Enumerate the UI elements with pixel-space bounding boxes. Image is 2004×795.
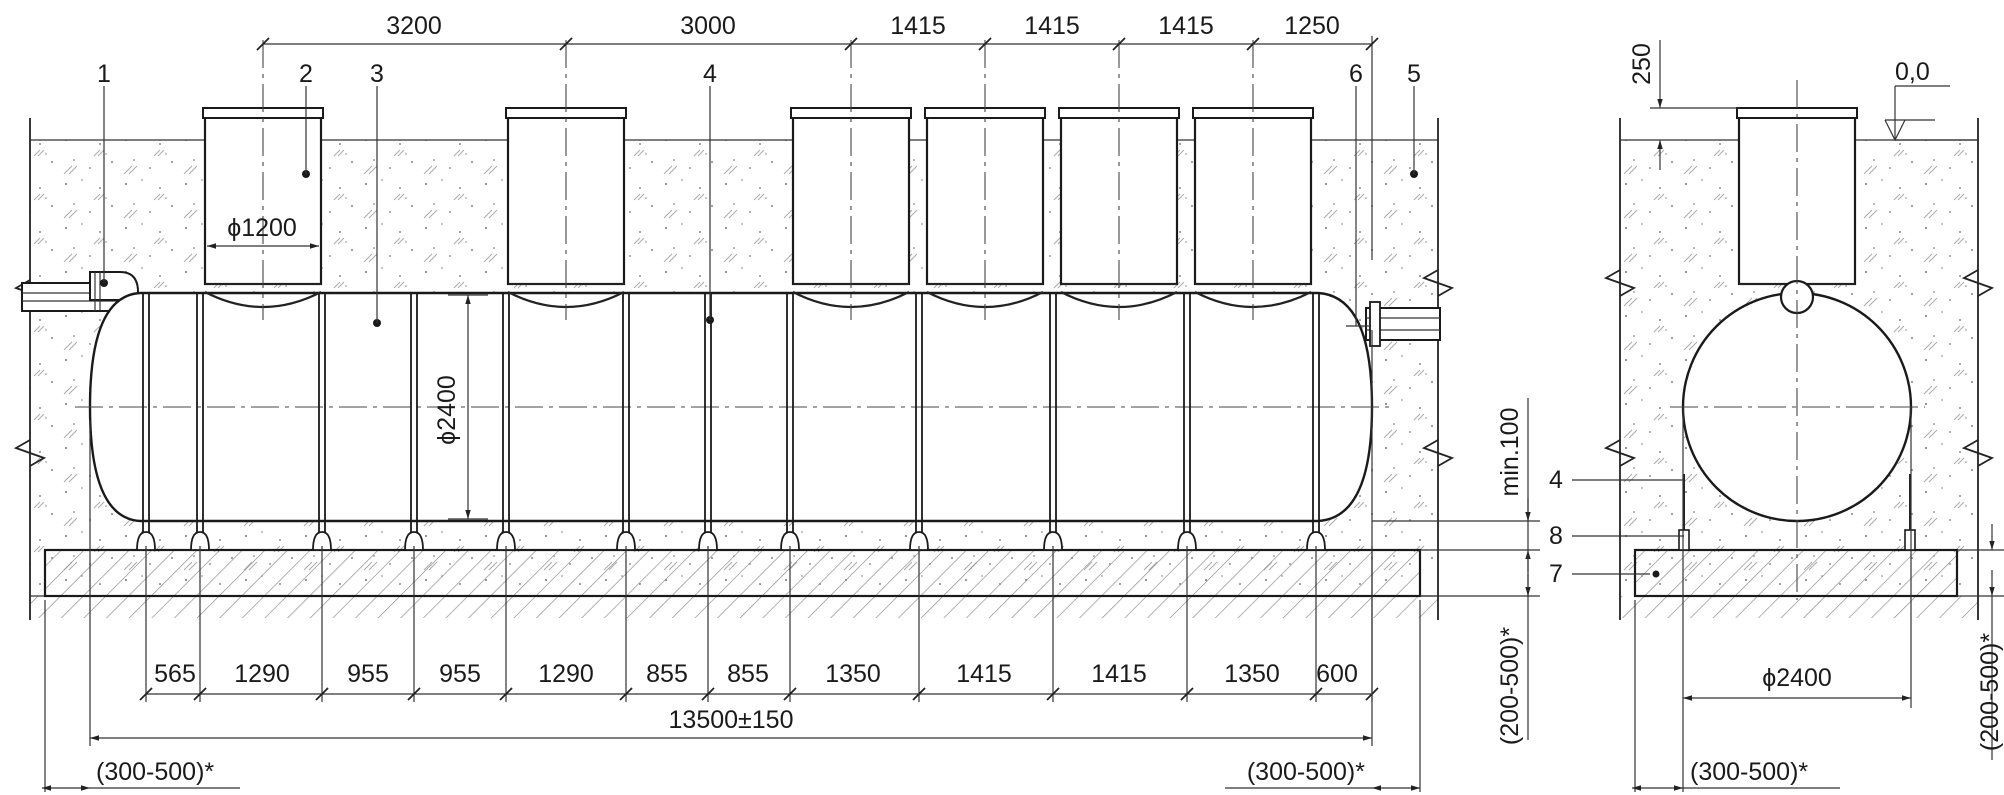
callout-4: 4 [703, 60, 717, 88]
side-callout-8: 8 [1549, 522, 1563, 550]
support-strap [312, 294, 332, 551]
cross-section: 0,0 250 4 8 7 ϕ2400 [1549, 40, 2004, 792]
support-strap [190, 294, 210, 551]
support-strap [404, 294, 424, 551]
support-strap [616, 294, 636, 551]
break-mark [1603, 269, 1637, 297]
overall-length-label: 13500±150 [669, 706, 794, 734]
zero-level-label: 0,0 [1895, 58, 1930, 86]
bottom-dim-6: 855 [646, 660, 688, 688]
callout-3: 3 [370, 60, 384, 88]
bottom-dim-4: 955 [439, 660, 481, 688]
top-dim-4: 1415 [1024, 12, 1080, 40]
bottom-dim-7: 855 [727, 660, 769, 688]
callout-1: 1 [97, 60, 111, 88]
bottom-dim-5: 1290 [538, 660, 594, 688]
support-strap [1306, 294, 1326, 551]
break-mark [1603, 439, 1637, 467]
side-callouts: 4 8 7 [1549, 466, 1684, 588]
bottom-dim-1: 565 [154, 660, 196, 688]
outlet-pipe [1365, 301, 1441, 347]
neck-diameter-label: ϕ1200 [227, 214, 297, 242]
support-strap [496, 294, 516, 551]
support-strap [698, 294, 718, 551]
gap-right-label: (300-500)* [1247, 758, 1365, 786]
vertical-dimensions: min.100 (200-500)* [1372, 398, 1540, 745]
pit-gap-dimensions: (300-500)* (300-500)* [42, 600, 1421, 792]
break-mark [1421, 269, 1455, 297]
side-callout-7: 7 [1549, 560, 1563, 588]
cover-depth-label: 250 [1628, 43, 1656, 85]
top-dim-3: 1415 [890, 12, 946, 40]
top-dim-6: 1250 [1284, 12, 1340, 40]
side-diameter-label: ϕ2400 [1762, 664, 1832, 692]
break-mark [1421, 439, 1455, 467]
side-slab-thickness-label: (200-500)* [1976, 633, 2004, 751]
side-slab-dimension: (200-500)* [1957, 524, 2004, 760]
support-straps [136, 294, 1326, 551]
min-clearance-label: min.100 [1496, 408, 1524, 497]
bottom-dim-3: 955 [347, 660, 389, 688]
zero-level-mark: 0,0 [1884, 58, 1978, 142]
support-strap [1177, 294, 1197, 551]
side-gap-label: (300-500)* [1690, 758, 1808, 786]
bottom-dim-12: 600 [1316, 660, 1358, 688]
side-callout-4: 4 [1549, 466, 1563, 494]
overall-length-dimension: 13500±150 [89, 330, 1373, 746]
concrete-slab-side [1633, 548, 1959, 598]
callout-6: 6 [1349, 60, 1363, 88]
support-strap [136, 294, 156, 551]
top-dim-5: 1415 [1158, 12, 1214, 40]
bottom-dim-11: 1350 [1224, 660, 1280, 688]
break-mark [1961, 269, 1995, 297]
break-mark [13, 439, 47, 467]
callout-labels: 1 2 3 4 5 6 [97, 60, 1421, 88]
top-dim-1: 3200 [386, 12, 442, 40]
bottom-dim-8: 1350 [825, 660, 881, 688]
ground-below-slab-side [1620, 596, 1978, 618]
gap-left-label: (300-500)* [96, 758, 214, 786]
cover-depth-dimension: 250 [1628, 40, 1740, 170]
side-gap-dimension: (300-500)* [1632, 600, 1840, 792]
neck-centerlines [262, 40, 1254, 320]
break-mark [1961, 439, 1995, 467]
concrete-slab [43, 548, 1422, 598]
longitudinal-section: ϕ2400 ϕ1200 1 2 3 4 5 6 [13, 12, 1540, 792]
callout-leaders [103, 86, 1415, 327]
ground-below-slab [30, 596, 1438, 618]
bottom-dim-10: 1415 [1091, 660, 1147, 688]
callout-2: 2 [299, 60, 313, 88]
callout-5: 5 [1407, 60, 1421, 88]
inlet-pipe [21, 271, 139, 319]
bottom-dim-9: 1415 [956, 660, 1012, 688]
side-diameter-dimension: ϕ2400 [1682, 407, 1912, 708]
slab-thickness-label: (200-500)* [1496, 627, 1524, 745]
tank-diameter-label: ϕ2400 [433, 375, 461, 445]
support-strap [909, 294, 929, 551]
top-dim-2: 3000 [680, 12, 736, 40]
support-strap [780, 294, 800, 551]
support-strap [1043, 294, 1063, 551]
bottom-dim-2: 1290 [234, 660, 290, 688]
top-dimension-chain: 3200 3000 1415 1415 1415 1250 [256, 12, 1379, 260]
